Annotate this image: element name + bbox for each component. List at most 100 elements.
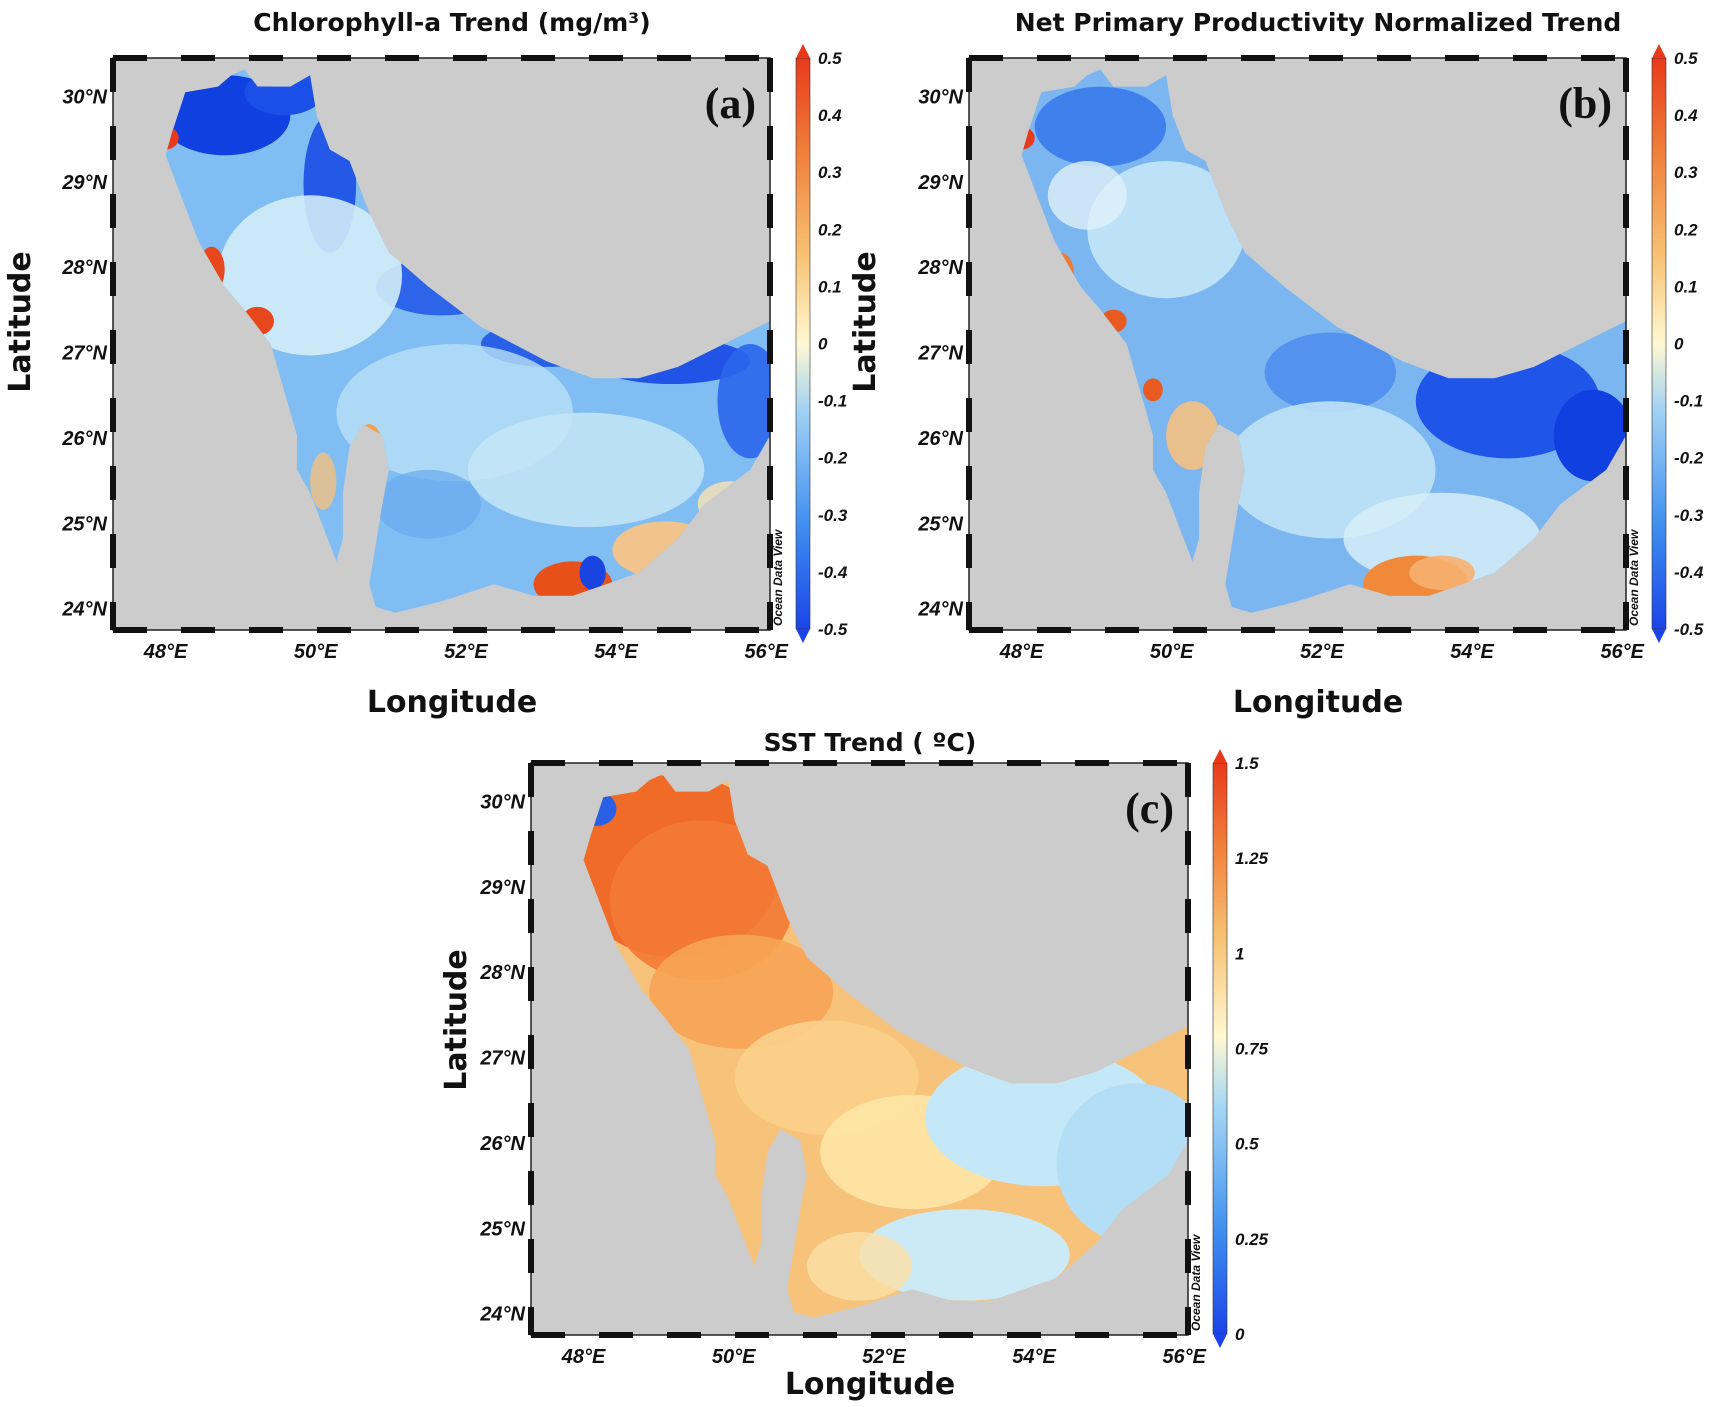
colorbar-tick-label: 1.5 (1235, 754, 1259, 773)
y-tick-label: 30°N (62, 86, 107, 108)
y-axis-label: Latitude (3, 251, 38, 393)
trend-patch (310, 452, 337, 510)
colorbar-tick-label: -0.2 (818, 449, 848, 468)
panel-b: 48°E 50°E 52°E 54°E 56°E 30°N 29°N 28°N 27°N 26°N… (848, 8, 1704, 720)
colorbar-tick-label: -0.5 (818, 620, 848, 639)
panel-c: 48°E 50°E 52°E 54°E 56°E 30°N 29°N 28°N 27°N 26°N… (439, 728, 1269, 1402)
colorbar-tick-label: 0.5 (818, 49, 842, 68)
panel-title: Net Primary Productivity Normalized Tren… (1015, 8, 1622, 37)
trend-patch (717, 344, 771, 459)
colorbar-min-arrow (796, 629, 810, 643)
colorbar-tick-label: -0.3 (1674, 506, 1704, 525)
y-tick-label: 25°N (479, 1218, 525, 1240)
y-tick-label: 27°N (917, 343, 963, 365)
y-tick-label: 29°N (917, 172, 963, 194)
y-tick-label: 25°N (61, 513, 107, 535)
panel-a: 48°E 50°E 52°E 54°E 56°E 30°N 29°N 28°N 27°N 26°N… (3, 8, 848, 720)
x-tick-label: 48°E (561, 1346, 606, 1368)
y-tick-label: 27°N (61, 343, 107, 365)
colorbar: 1.5 1.25 1 0.75 0.5 0.25 0 (1212, 749, 1269, 1348)
y-axis-label: Latitude (439, 949, 474, 1091)
panel-title: Chlorophyll-a Trend (mg/m³) (253, 8, 650, 37)
trend-patch (1143, 378, 1163, 402)
trend-patch (1034, 86, 1167, 167)
colorbar-tick-label: 0.4 (818, 106, 842, 125)
y-tick-label: 26°N (917, 428, 963, 450)
y-tick-label: 29°N (479, 877, 525, 899)
x-tick-label: 50°E (712, 1346, 756, 1368)
colorbar-ramp (1212, 762, 1228, 1335)
colorbar-tick-label: 0.75 (1235, 1040, 1269, 1059)
panel-label: (c) (1125, 784, 1174, 833)
y-tick-label: 25°N (917, 513, 963, 535)
y-tick-label: 28°N (917, 257, 963, 279)
colorbar-tick-label: 0.5 (1235, 1135, 1259, 1154)
y-tick-label: 26°N (479, 1133, 525, 1155)
trend-patch (165, 126, 179, 150)
y-tick-label: 30°N (480, 791, 525, 813)
x-axis-label: Longitude (1233, 685, 1403, 720)
y-axis-label: Latitude (848, 251, 883, 393)
y-tick-label: 24°N (917, 599, 963, 621)
x-tick-label: 56°E (1162, 1346, 1206, 1368)
colorbar-ramp (795, 57, 811, 630)
trend-patch (579, 555, 606, 590)
ocean-data-view-watermark: Ocean Data View (1627, 529, 1641, 626)
colorbar-tick-label: -0.2 (1674, 449, 1704, 468)
x-tick-label: 48°E (143, 641, 188, 663)
colorbar-tick-label: -0.3 (818, 506, 848, 525)
x-tick-label: 48°E (999, 641, 1044, 663)
colorbar: 0.5 0.4 0.3 0.2 0.1 0 -0.1 -0.2 -0.3 -0.4 -0.5 (795, 44, 848, 643)
colorbar-tick-label: 0.25 (1235, 1230, 1269, 1249)
colorbar-tick-label: -0.4 (1674, 563, 1704, 582)
trend-patch (649, 934, 834, 1049)
x-axis-label: Longitude (367, 685, 537, 720)
x-tick-label: 54°E (1450, 641, 1494, 663)
colorbar-max-arrow (796, 44, 810, 58)
colorbar-tick-label: 0.5 (1674, 49, 1698, 68)
colorbar-tick-label: 0.3 (1674, 163, 1698, 182)
trend-patch (1047, 160, 1127, 230)
panel-label: (b) (1558, 79, 1612, 128)
colorbar-tick-label: 0 (818, 335, 828, 354)
colorbar-max-arrow (1652, 44, 1666, 58)
trend-patch (1264, 332, 1397, 413)
colorbar-tick-label: 0.1 (1674, 277, 1698, 296)
colorbar: 0.5 0.4 0.3 0.2 0.1 0 -0.1 -0.2 -0.3 -0.4 -0.5 (1651, 44, 1704, 643)
x-tick-label: 52°E (1300, 641, 1344, 663)
colorbar-tick-label: -0.1 (818, 392, 847, 411)
x-tick-label: 56°E (744, 641, 788, 663)
colorbar-tick-label: 0.1 (818, 277, 842, 296)
y-tick-label: 24°N (61, 599, 107, 621)
colorbar-tick-label: 1 (1235, 944, 1244, 963)
trend-patch (1021, 126, 1035, 150)
colorbar-ramp (1651, 57, 1667, 630)
x-axis-label: Longitude (785, 1367, 955, 1402)
colorbar-max-arrow (1213, 749, 1227, 763)
x-tick-label: 50°E (1150, 641, 1194, 663)
trend-patch (1409, 555, 1475, 590)
trend-field (583, 774, 1188, 1301)
x-tick-label: 56°E (1600, 641, 1644, 663)
colorbar-tick-label: -0.4 (818, 563, 848, 582)
y-tick-label: 28°N (479, 962, 525, 984)
y-tick-label: 29°N (61, 172, 107, 194)
x-tick-label: 54°E (594, 641, 638, 663)
colorbar-tick-label: -0.1 (1674, 392, 1703, 411)
trend-patch (375, 469, 481, 539)
map-area (969, 58, 1626, 630)
map-area (531, 763, 1188, 1335)
colorbar-tick-label: 0 (1674, 335, 1684, 354)
map-area (113, 58, 771, 630)
colorbar-tick-label: -0.5 (1674, 620, 1704, 639)
ocean-data-view-watermark: Ocean Data View (771, 529, 785, 626)
colorbar-tick-label: 0.3 (818, 163, 842, 182)
colorbar-tick-label: 0.2 (1674, 220, 1698, 239)
trend-patch (806, 1232, 913, 1301)
colorbar-tick-label: 1.25 (1235, 849, 1269, 868)
y-tick-label: 30°N (918, 86, 963, 108)
colorbar-min-arrow (1652, 629, 1666, 643)
colorbar-tick-label: 0 (1235, 1325, 1245, 1344)
y-tick-label: 26°N (61, 428, 107, 450)
